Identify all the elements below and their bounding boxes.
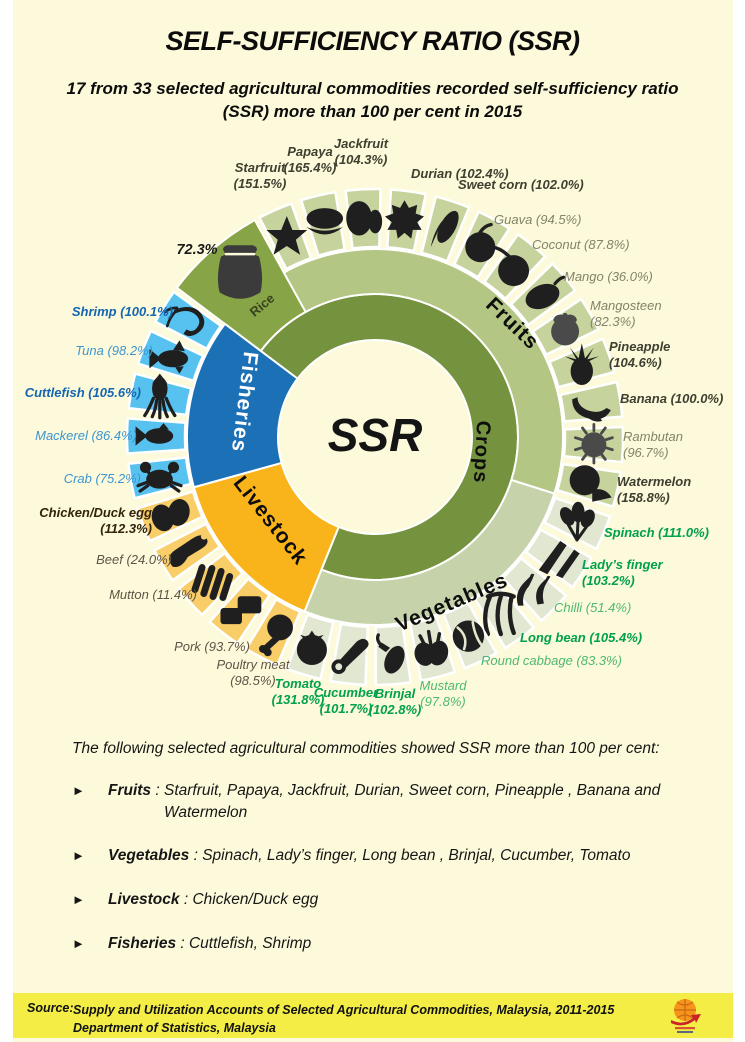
sector-fisheries	[186, 322, 299, 489]
summary-bullets: ► Fruits : Starfruit, Papaya, Jackfruit, …	[72, 780, 678, 954]
cell-shrimp	[154, 290, 223, 350]
bullet-separator: :	[151, 782, 164, 799]
bullet-category: Fruits	[108, 782, 152, 799]
cell-mutton	[177, 551, 244, 617]
mackerel-icon	[135, 423, 174, 446]
cell-chilli	[501, 557, 568, 622]
bullet-separator: :	[176, 934, 189, 952]
summary-intro: The following selected agricultural comm…	[72, 740, 660, 757]
summary-section: The following selected agricultural comm…	[72, 740, 678, 954]
mango-icon	[525, 275, 566, 310]
guava-icon	[465, 222, 496, 263]
bullet-marker-icon: ►	[72, 848, 85, 864]
pork-icon	[220, 596, 262, 625]
starfruit-icon	[266, 216, 308, 255]
cucumber-icon	[331, 638, 369, 675]
bullet-items: Chicken/Duck egg	[192, 891, 319, 909]
source-text: Supply and Utilization Accounts of Selec…	[73, 1001, 614, 1037]
page-subtitle: 17 from 33 selected agricultural commodi…	[66, 79, 679, 121]
bullet-category: Vegetables	[108, 847, 190, 865]
tomato-icon	[296, 630, 327, 665]
corn-icon	[430, 210, 459, 248]
bullet-separator: :	[189, 847, 203, 865]
bullet-marker-icon: ►	[72, 935, 85, 951]
source-line-2: Department of Statistics, Malaysia	[73, 1021, 276, 1036]
cabbage-icon	[452, 620, 485, 652]
bullet-category: Fisheries	[108, 934, 177, 952]
crab-icon	[136, 461, 183, 493]
beef-icon	[169, 533, 208, 568]
bullet-category: Livestock	[108, 891, 180, 909]
bullet-livestock: ► Livestock : Chicken/Duck egg	[72, 889, 678, 911]
long-bean-icon	[483, 591, 516, 637]
mustard-icon	[414, 629, 449, 666]
coconut-icon	[490, 245, 530, 287]
durian-icon	[385, 200, 424, 239]
mutton-icon	[191, 564, 234, 601]
banana-icon	[572, 397, 611, 422]
bullet-separator: :	[179, 891, 193, 909]
jackfruit-icon	[346, 201, 383, 236]
shrimp-icon	[163, 306, 205, 337]
rice-sack-icon	[217, 245, 263, 299]
eggs-icon	[151, 499, 190, 532]
background-panel	[13, 0, 733, 1042]
cell-lady-s-finger	[524, 528, 593, 589]
brinjal-icon	[375, 633, 405, 674]
source-line-1: Supply and Utilization Accounts of Selec…	[73, 1003, 615, 1017]
pineapple-icon	[564, 343, 599, 386]
chilli-icon	[516, 573, 551, 606]
poultry-icon	[259, 614, 293, 657]
watermelon-icon	[569, 465, 612, 502]
ring-fruits	[282, 248, 564, 495]
rambutan-icon	[574, 422, 614, 465]
bullet-marker-icon: ►	[72, 783, 85, 798]
bullet-items: Spinach, Lady’s finger, Long bean , Brin…	[202, 847, 631, 865]
source-footer: Source: Supply and Utilization Accounts …	[13, 993, 733, 1038]
bullet-fisheries: ► Fisheries : Cuttlefish, Shrimp	[72, 933, 678, 955]
page-title: SELF-SUFFICIENCY RATIO (SSR)	[165, 26, 580, 56]
bullet-marker-icon: ►	[72, 892, 85, 908]
mangosteen-icon	[551, 312, 580, 346]
papaya-icon	[306, 208, 344, 235]
bullet-vegetables: ► Vegetables : Spinach, Lady’s finger, Lo…	[72, 845, 678, 867]
bullet-items: Starfruit, Papaya, Jackfruit, Durian, Sw…	[163, 782, 661, 821]
cuttlefish-icon	[143, 373, 177, 420]
source-label: Source:	[27, 1001, 74, 1015]
spinach-icon	[559, 501, 595, 542]
tuna-icon	[149, 340, 189, 374]
ladys-finger-icon	[538, 540, 580, 579]
bullet-items: Cuttlefish, Shrimp	[188, 934, 312, 952]
sector-livestock	[192, 461, 340, 613]
statistics-malaysia-globe-logo	[671, 999, 701, 1033]
bullet-fruits: ► Fruits : Starfruit, Papaya, Jackfruit, …	[72, 780, 678, 823]
